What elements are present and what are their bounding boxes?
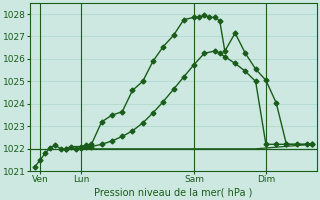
X-axis label: Pression niveau de la mer( hPa ): Pression niveau de la mer( hPa )	[94, 187, 253, 197]
